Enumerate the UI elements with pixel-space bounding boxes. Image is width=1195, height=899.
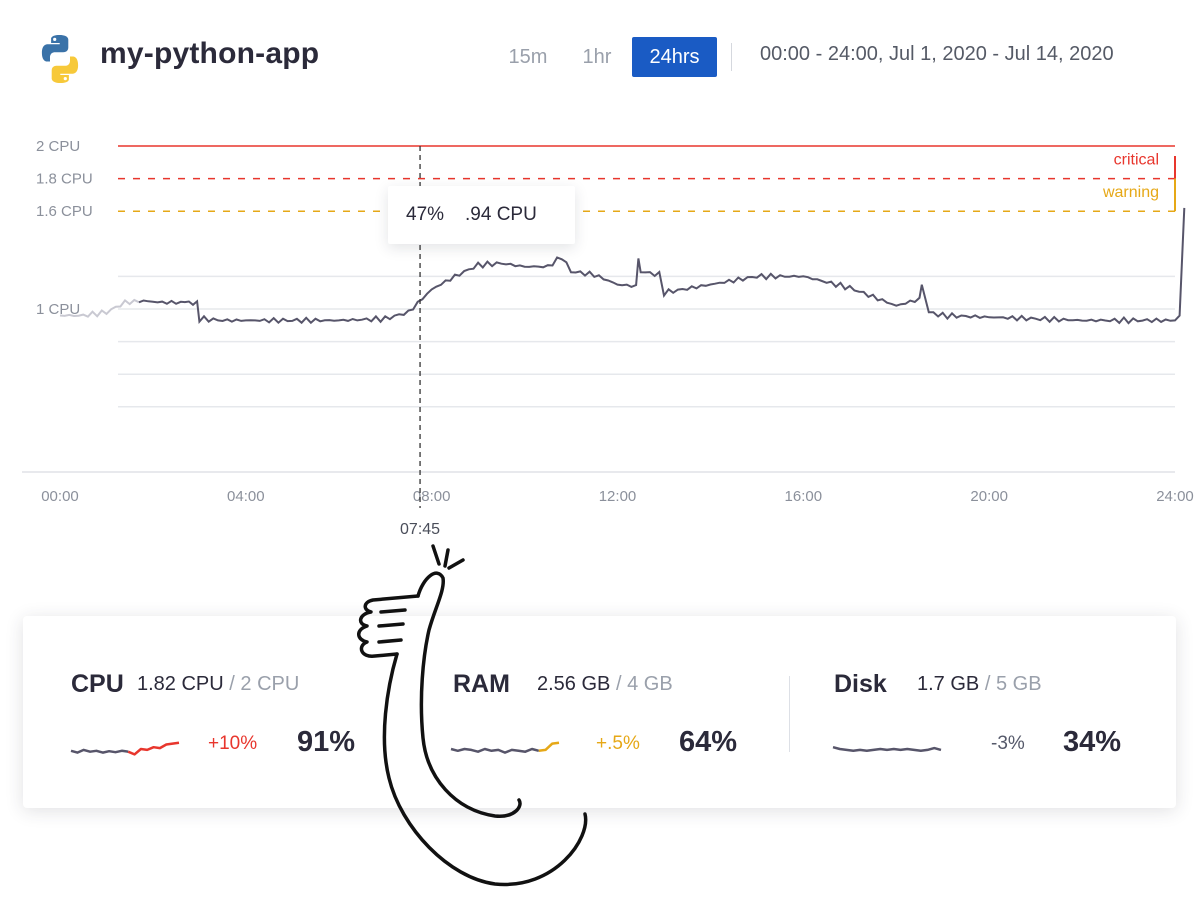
disk-usage-value: 1.7 GB / 5 GB [917, 673, 1042, 696]
sparkline-base [832, 745, 942, 753]
disk-used: 1.7 GB [917, 673, 980, 695]
tooltip-percent: 47% [406, 204, 445, 225]
app-title: my-python-app [100, 37, 320, 70]
card-divider [789, 676, 790, 752]
hover-time-label: 07:45 [400, 521, 440, 538]
ram-metric-name: RAM [453, 670, 510, 698]
ram-percent: 64% [679, 726, 738, 758]
cpu-sparkline [70, 741, 180, 756]
cpu-usage-value: 1.82 CPU / 2 CPU [137, 673, 299, 696]
x-tick-label: 24:00 [1156, 488, 1194, 505]
series-line [138, 207, 1186, 325]
disk-metric-name: Disk [834, 670, 887, 698]
disk-slash: / [984, 673, 991, 695]
resource-summary-card: CPU 1.82 CPU / 2 CPU +10% 91% RAM 2.56 G… [23, 616, 1176, 808]
tooltip-value: .94 CPU [465, 204, 537, 225]
disk-percent: 34% [1063, 726, 1122, 758]
ram-delta: +.5% [596, 733, 640, 754]
sparkline-base [70, 748, 129, 754]
sparkline-accent [538, 741, 560, 753]
x-tick-label: 04:00 [227, 488, 265, 505]
x-tick-label: 20:00 [970, 488, 1008, 505]
disk-sparkline [832, 745, 942, 753]
sparkline-base [450, 747, 540, 754]
ram-slash: / [615, 673, 622, 695]
disk-delta: -3% [991, 733, 1025, 754]
python-logo-icon [41, 35, 79, 83]
threshold-label-warning: warning [1102, 184, 1159, 201]
x-tick-label: 16:00 [785, 488, 823, 505]
x-tick-label: 08:00 [413, 488, 451, 505]
y-tick-label: 2 CPU [36, 138, 80, 155]
cpu-usage-chart: critical warning 2 CPU 1.8 CPU 1.6 CPU 1 CPU 0… [0, 120, 1195, 540]
app-header: my-python-app 15m 1hr 24hrs 00:00 - 24:0… [0, 0, 1195, 110]
hover-tooltip: 47% .94 CPU [388, 186, 575, 244]
range-15m-button[interactable]: 15m [508, 46, 548, 68]
ram-usage-value: 2.56 GB / 4 GB [537, 673, 673, 696]
cpu-delta: +10% [208, 733, 258, 754]
cpu-used: 1.82 CPU [137, 673, 224, 695]
range-1hr-button[interactable]: 1hr [582, 46, 612, 68]
cpu-metric-name: CPU [71, 670, 124, 698]
y-tick-label: 1 CPU [36, 301, 80, 318]
disk-capacity: 5 GB [995, 673, 1042, 695]
cpu-chart-svg: critical warning 2 CPU 1.8 CPU 1.6 CPU 1 CPU 0… [22, 138, 1194, 538]
series-line-faded [59, 298, 140, 318]
cpu-percent: 91% [297, 726, 356, 758]
y-tick-label: 1.6 CPU [36, 203, 93, 220]
sparkline-accent [127, 741, 180, 756]
x-tick-label: 00:00 [41, 488, 79, 505]
range-24hrs-button[interactable]: 24hrs [632, 37, 717, 77]
x-tick-label: 12:00 [599, 488, 637, 505]
cpu-capacity: 2 CPU [240, 673, 300, 695]
date-range-label[interactable]: 00:00 - 24:00, Jul 1, 2020 - Jul 14, 202… [760, 43, 1114, 65]
ram-sparkline [450, 741, 560, 754]
ram-used: 2.56 GB [537, 673, 611, 695]
cpu-slash: / [229, 673, 235, 695]
header-divider [731, 43, 732, 71]
ram-capacity: 4 GB [627, 673, 673, 695]
threshold-label-critical: critical [1114, 152, 1159, 169]
y-tick-label: 1.8 CPU [36, 171, 93, 188]
